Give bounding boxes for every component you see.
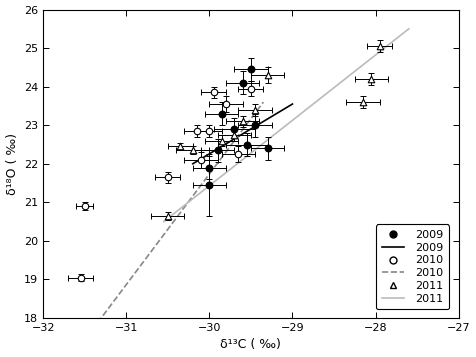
Point <box>210 90 218 95</box>
Point <box>243 142 250 147</box>
Point <box>189 147 197 153</box>
Point <box>247 66 255 72</box>
X-axis label: δ¹³C ( ‰): δ¹³C ( ‰) <box>220 338 281 351</box>
Point <box>251 122 259 128</box>
Point <box>264 72 271 78</box>
Point <box>247 86 255 91</box>
Y-axis label: δ¹⁸O ( ‰): δ¹⁸O ( ‰) <box>6 133 19 195</box>
Point <box>206 165 213 171</box>
Point <box>367 76 375 82</box>
Point <box>81 203 89 209</box>
Point <box>251 107 259 113</box>
Point <box>206 182 213 188</box>
Point <box>376 43 384 49</box>
Point <box>230 132 238 138</box>
Point <box>177 144 184 149</box>
Point <box>230 126 238 132</box>
Point <box>239 119 247 124</box>
Point <box>218 138 226 144</box>
Point <box>193 128 201 134</box>
Legend: 2009, 2009, 2010, 2010, 2011, 2011: 2009, 2009, 2010, 2010, 2011, 2011 <box>376 225 449 310</box>
Point <box>197 157 205 163</box>
Point <box>222 101 230 107</box>
Point <box>164 213 172 219</box>
Point <box>214 147 221 153</box>
Point <box>77 275 84 280</box>
Point <box>235 151 242 157</box>
Point <box>218 111 226 116</box>
Point <box>359 99 367 105</box>
Point <box>264 146 271 151</box>
Point <box>239 80 247 86</box>
Point <box>206 128 213 134</box>
Point <box>164 175 172 180</box>
